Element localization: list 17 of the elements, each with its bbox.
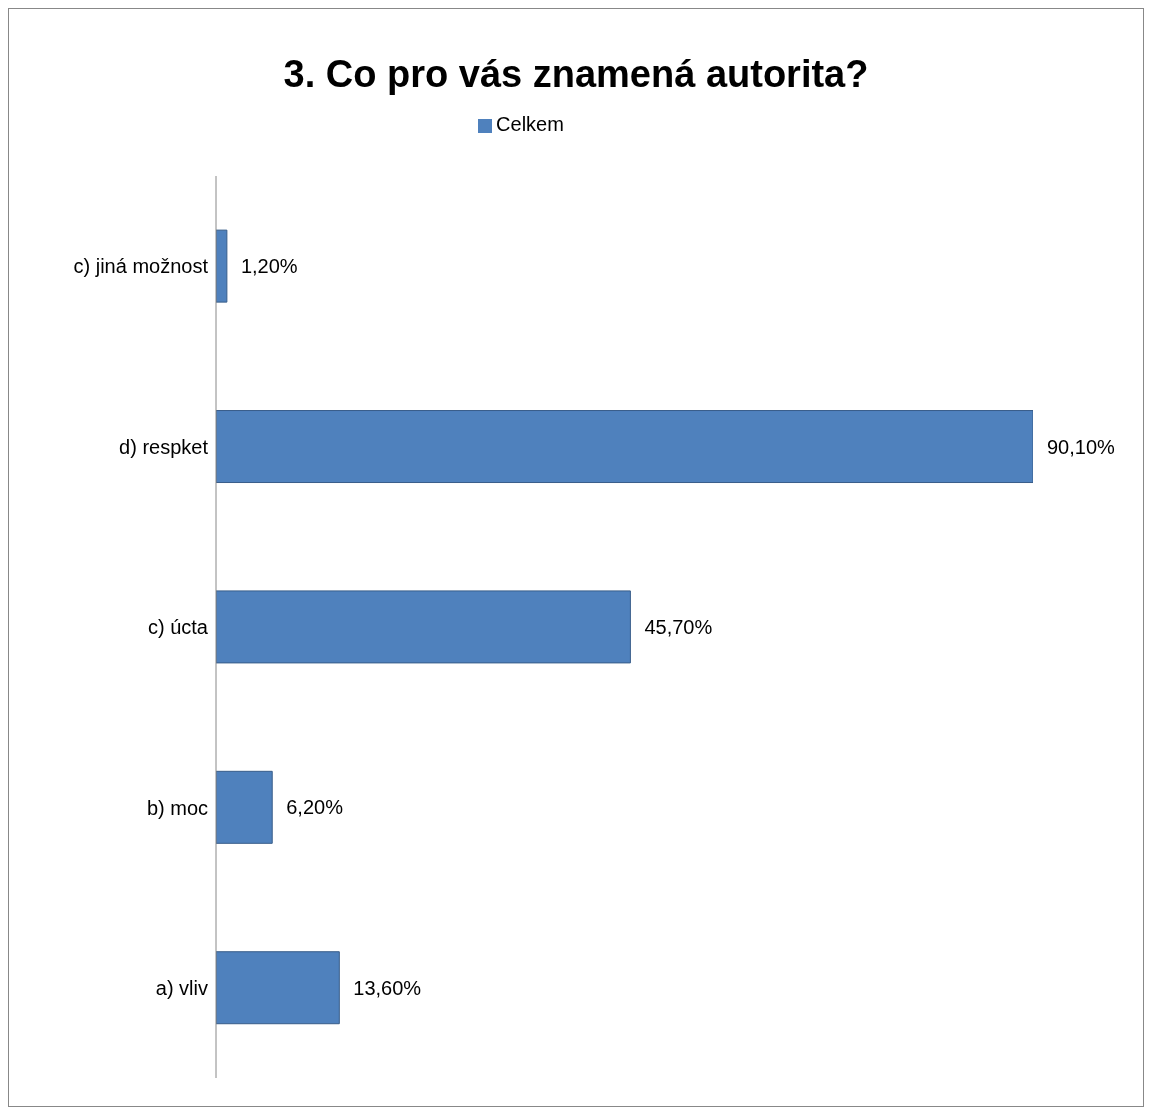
data-label: 1,20% bbox=[240, 255, 298, 278]
bar bbox=[216, 590, 631, 664]
y-tick-label: b) moc bbox=[146, 796, 208, 819]
bar bbox=[216, 770, 273, 844]
y-tick-label: d) respket bbox=[119, 435, 209, 458]
y-tick-label: c) jiná možnost bbox=[73, 255, 209, 278]
data-label: 6,20% bbox=[286, 796, 344, 819]
bar bbox=[216, 410, 1033, 484]
bar bbox=[216, 951, 340, 1025]
data-label: 45,70% bbox=[644, 616, 713, 639]
chart-title: 3. Co pro vás znamená autorita? bbox=[282, 52, 870, 97]
data-label: 13,60% bbox=[353, 976, 422, 999]
y-tick-label: a) vliv bbox=[155, 976, 208, 999]
bar bbox=[216, 229, 228, 303]
y-tick-label: c) úcta bbox=[147, 616, 209, 639]
legend-label: Celkem bbox=[496, 113, 564, 135]
data-label: 90,10% bbox=[1047, 435, 1116, 458]
